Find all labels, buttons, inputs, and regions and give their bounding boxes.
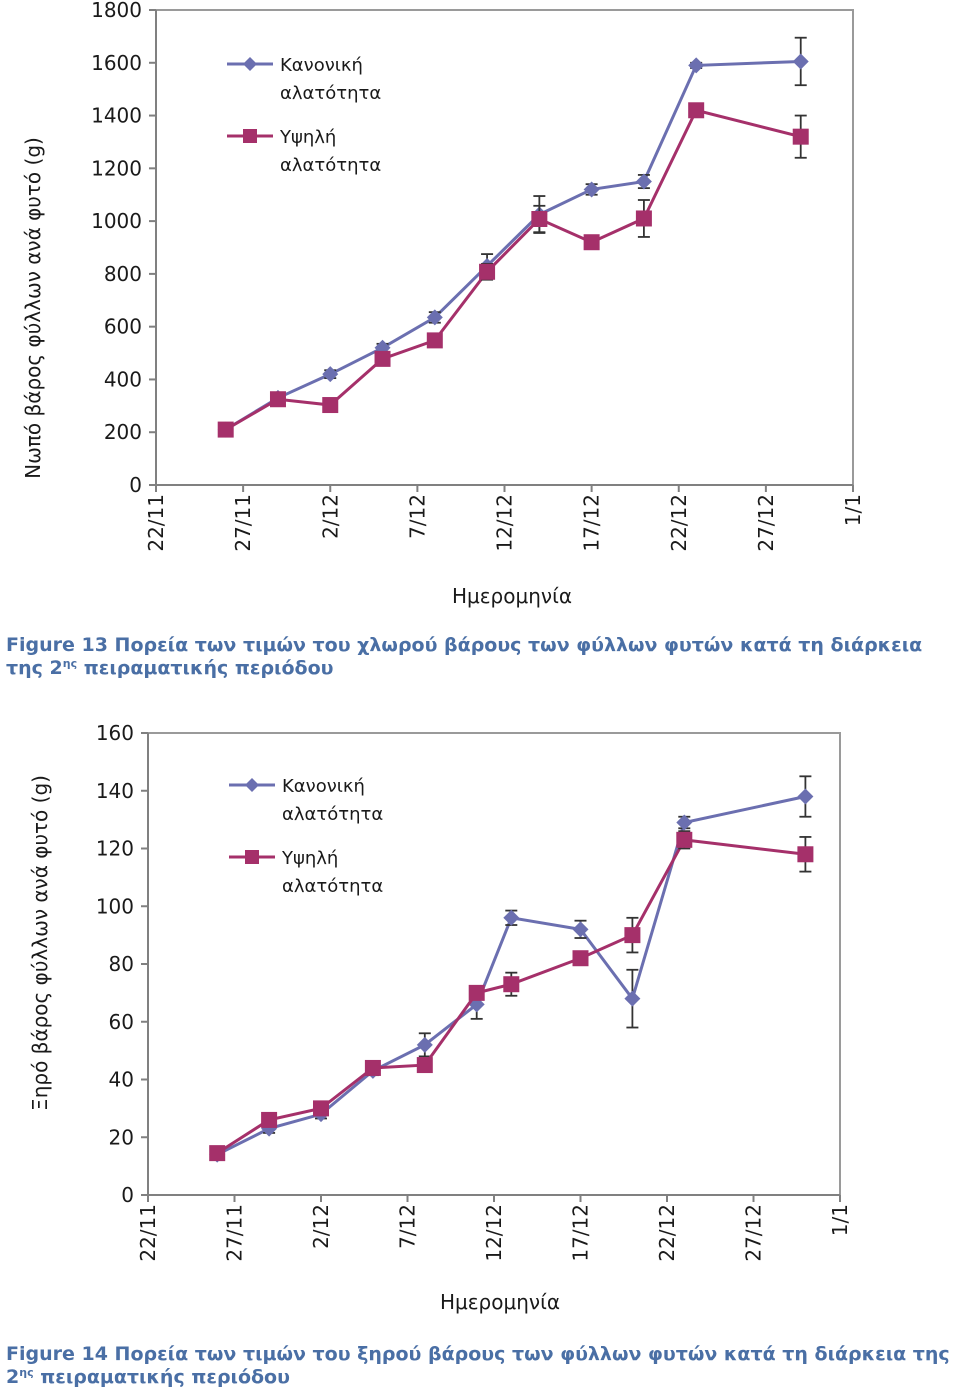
data-point-diamond	[792, 53, 809, 70]
figure-13-caption: Figure 13 Πορεία των τιμών του χλωρού βά…	[6, 634, 956, 680]
y-tick-label: 80	[109, 952, 134, 976]
x-tick-label: 22/11	[136, 1204, 160, 1262]
data-point-square	[635, 210, 652, 227]
legend-marker-diamond	[245, 778, 259, 792]
y-tick-label: 1400	[91, 104, 142, 128]
data-point-square	[374, 350, 391, 367]
data-point-square	[531, 211, 548, 227]
legend-label: Υψηλή	[279, 127, 336, 148]
fresh-weight-chart: 0 200 400 600 800 1000 1200 1400 1600 1800 22/11 27…	[21, 0, 865, 608]
data-point-diamond	[624, 990, 641, 1007]
x-tick-label: 2/12	[309, 1204, 333, 1249]
y-tick-label: 1800	[91, 0, 142, 22]
data-point-square	[416, 1057, 433, 1074]
x-tick-label: 27/11	[223, 1204, 247, 1262]
y-tick-label: 100	[96, 894, 134, 918]
data-point-square	[322, 397, 339, 414]
data-point-diamond	[797, 788, 814, 805]
x-tick-label: 22/12	[667, 494, 691, 552]
x-tick-label: 27/11	[231, 494, 255, 552]
data-point-square	[261, 1111, 278, 1128]
x-tick-label: 17/12	[580, 494, 604, 552]
y-tick-label: 160	[96, 721, 134, 745]
data-point-square	[479, 263, 496, 280]
legend-label: αλατότητα	[280, 155, 381, 176]
y-tick-label: 400	[104, 367, 142, 391]
series-high-salinity	[209, 830, 814, 1162]
y-tick-label: 1000	[91, 209, 142, 233]
data-point-square	[269, 391, 286, 408]
y-tick-label: 1600	[91, 51, 142, 75]
data-point-square	[503, 976, 520, 993]
data-point-diamond	[635, 173, 652, 190]
x-tick-label: 7/12	[405, 494, 429, 539]
legend-marker-diamond	[243, 57, 257, 71]
dry-weight-chart: 0 20 40 60 80 100 120 140 160 22/11 27/11 2/12 7/12 1…	[28, 721, 852, 1314]
data-point-square	[426, 332, 443, 349]
data-point-square	[572, 950, 589, 967]
x-tick-label: 27/12	[754, 494, 778, 552]
caption-superscript: ης	[62, 657, 78, 670]
x-tick-label: 22/11	[144, 494, 168, 552]
data-point-square	[676, 831, 693, 848]
legend-marker-square	[245, 850, 259, 864]
y-tick-label: 800	[104, 262, 142, 286]
data-point-diamond	[322, 366, 339, 383]
x-tick-label: 27/12	[742, 1204, 766, 1262]
data-point-diamond	[572, 921, 589, 938]
caption-text-end: πειραματικής περιόδου	[77, 657, 334, 679]
y-tick-label: 1200	[91, 156, 142, 180]
x-tick-label: 1/1	[828, 1204, 852, 1236]
x-tick-label: 22/12	[655, 1204, 679, 1262]
y-tick-label: 140	[96, 779, 134, 803]
y-tick-label: 0	[129, 473, 142, 497]
y-tick-label: 40	[109, 1068, 134, 1092]
data-point-square	[209, 1145, 226, 1162]
x-tick-label: 1/1	[841, 494, 865, 526]
data-point-square	[688, 102, 705, 119]
x-tick-label: 2/12	[318, 494, 342, 539]
caption-text-end: πειραματικής περιόδου	[33, 1366, 290, 1388]
y-tick-label: 20	[109, 1125, 134, 1149]
series-high-salinity	[217, 102, 809, 438]
x-axis-label: Ημερομηνία	[452, 584, 572, 608]
data-point-square	[792, 128, 809, 145]
data-point-diamond	[583, 181, 600, 198]
legend-label: Υψηλή	[281, 848, 338, 869]
legend-label: Κανονική	[282, 776, 365, 797]
data-point-square	[217, 421, 234, 438]
x-tick-label: 12/12	[482, 1204, 506, 1262]
x-tick-label: 7/12	[396, 1204, 420, 1249]
x-axis-label: Ημερομηνία	[440, 1290, 560, 1314]
data-point-diamond	[426, 309, 443, 326]
y-axis-label: Ξηρό βάρος φύλλων ανά φυτό (g)	[28, 775, 52, 1111]
legend-label: αλατότητα	[282, 876, 383, 897]
data-point-diamond	[503, 909, 520, 926]
data-point-square	[624, 927, 641, 944]
data-point-diamond	[688, 57, 705, 74]
caption-text: Figure 13 Πορεία των τιμών του χλωρού βά…	[6, 634, 923, 679]
x-tick-label: 12/12	[493, 494, 517, 552]
data-point-square	[583, 234, 600, 251]
y-tick-label: 120	[96, 837, 134, 861]
y-axis-label: Νωπό βάρος φύλλων ανά φυτό (g)	[21, 137, 45, 479]
caption-superscript: ης	[19, 1366, 34, 1379]
x-tick-label: 17/12	[569, 1204, 593, 1262]
legend-label: αλατότητα	[280, 83, 381, 104]
data-point-diamond	[416, 1036, 433, 1053]
y-tick-label: 200	[104, 420, 142, 444]
y-tick-label: 600	[104, 315, 142, 339]
data-point-square	[313, 1100, 329, 1117]
legend-label: Κανονική	[280, 55, 363, 76]
y-tick-label: 0	[121, 1183, 134, 1207]
legend-label: αλατότητα	[282, 804, 383, 825]
data-point-diamond	[676, 814, 693, 831]
data-point-square	[468, 984, 485, 1001]
figure-14-caption: Figure 14 Πορεία των τιμών του ξηρού βάρ…	[6, 1343, 956, 1389]
legend-marker-square	[243, 129, 257, 143]
caption-text: Figure 14 Πορεία των τιμών του ξηρού βάρ…	[6, 1343, 950, 1388]
data-point-square	[797, 846, 814, 863]
y-tick-label: 60	[109, 1010, 134, 1034]
data-point-square	[364, 1059, 381, 1076]
